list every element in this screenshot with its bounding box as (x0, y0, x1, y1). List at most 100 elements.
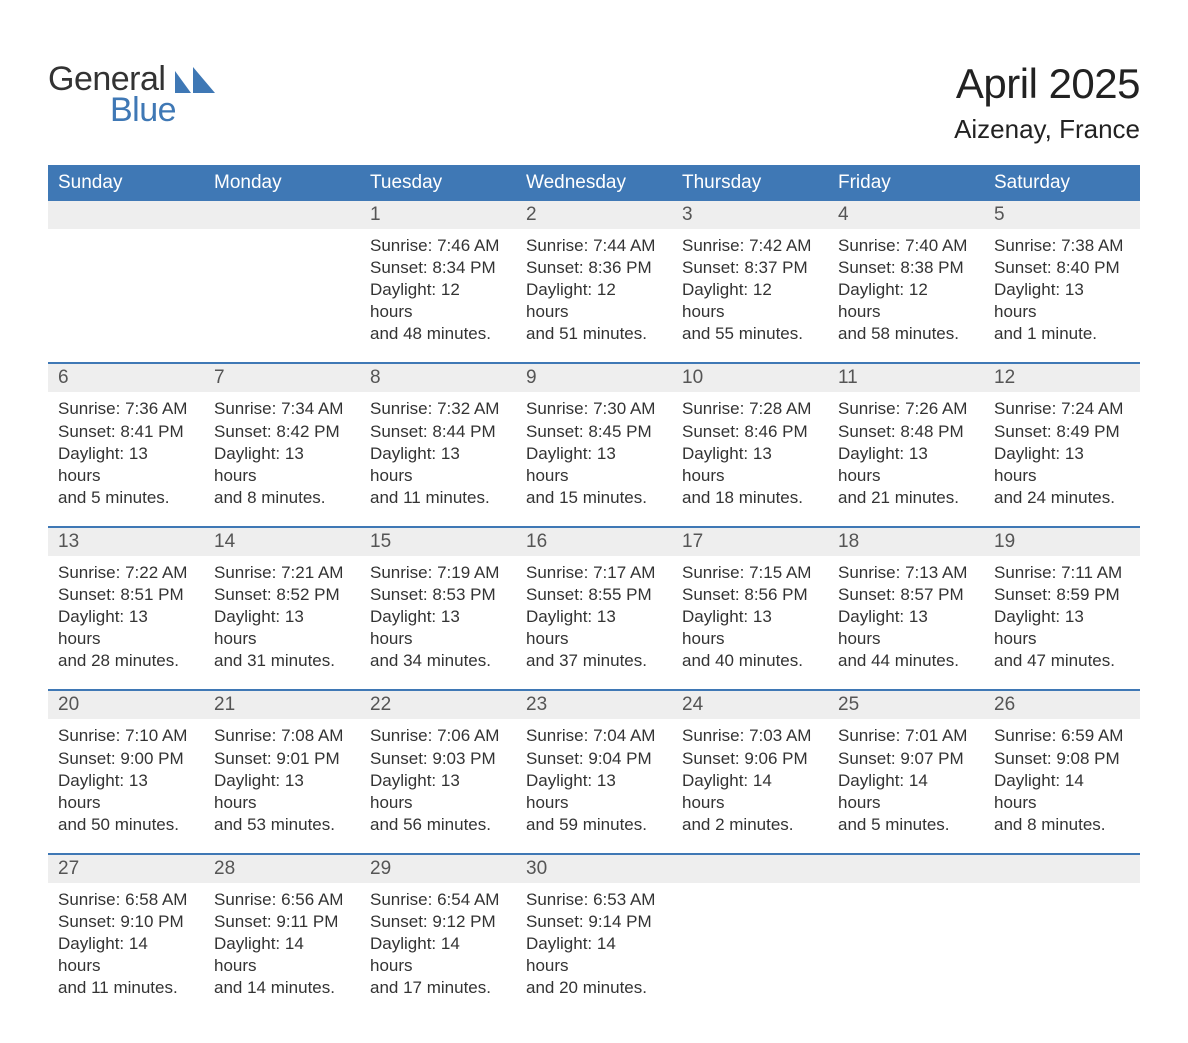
day-content-line: Sunrise: 7:38 AM (994, 235, 1130, 257)
day-content-line: Sunrise: 7:01 AM (838, 725, 974, 747)
day-number-row: 12345 (48, 201, 1140, 229)
day-number-cell: 5 (984, 201, 1140, 229)
day-content-cell (984, 883, 1140, 1003)
calendar-table: SundayMondayTuesdayWednesdayThursdayFrid… (48, 165, 1140, 1003)
day-content-cell: Sunrise: 7:10 AMSunset: 9:00 PMDaylight:… (48, 719, 204, 839)
day-content-line: Sunset: 8:49 PM (994, 421, 1130, 443)
day-content-line: and 15 minutes. (526, 487, 662, 509)
day-number-cell: 4 (828, 201, 984, 229)
day-content-cell: Sunrise: 7:28 AMSunset: 8:46 PMDaylight:… (672, 392, 828, 512)
day-content-line: Sunrise: 7:15 AM (682, 562, 818, 584)
day-content-line: Daylight: 12 hours (370, 279, 506, 323)
day-number-cell: 12 (984, 364, 1140, 392)
day-content-line: Sunrise: 7:28 AM (682, 398, 818, 420)
day-content-line: Sunrise: 6:56 AM (214, 889, 350, 911)
day-content-line: Sunset: 8:44 PM (370, 421, 506, 443)
day-content-line: Sunrise: 7:30 AM (526, 398, 662, 420)
day-content-line: Daylight: 13 hours (994, 606, 1130, 650)
day-content-line: Daylight: 14 hours (994, 770, 1130, 814)
day-content-line: and 59 minutes. (526, 814, 662, 836)
day-content-line: Sunset: 8:38 PM (838, 257, 974, 279)
day-content-line: Sunset: 8:56 PM (682, 584, 818, 606)
day-content-line: Sunrise: 7:46 AM (370, 235, 506, 257)
day-content-line: and 20 minutes. (526, 977, 662, 999)
day-content-line: Daylight: 14 hours (58, 933, 194, 977)
day-content-cell: Sunrise: 7:08 AMSunset: 9:01 PMDaylight:… (204, 719, 360, 839)
day-content-line: Sunset: 9:00 PM (58, 748, 194, 770)
day-content-cell: Sunrise: 7:13 AMSunset: 8:57 PMDaylight:… (828, 556, 984, 676)
day-number-cell: 19 (984, 528, 1140, 556)
day-number-cell: 17 (672, 528, 828, 556)
day-content-line: Sunset: 8:42 PM (214, 421, 350, 443)
day-number-cell: 30 (516, 855, 672, 883)
day-content-line: Daylight: 12 hours (682, 279, 818, 323)
day-content-line: Sunrise: 7:03 AM (682, 725, 818, 747)
day-content-line: Sunset: 9:07 PM (838, 748, 974, 770)
day-content-cell: Sunrise: 7:15 AMSunset: 8:56 PMDaylight:… (672, 556, 828, 676)
day-content-line: and 50 minutes. (58, 814, 194, 836)
day-content-line: Sunset: 9:03 PM (370, 748, 506, 770)
day-number-cell: 29 (360, 855, 516, 883)
day-content-line: Sunrise: 7:36 AM (58, 398, 194, 420)
day-content-line: and 5 minutes. (838, 814, 974, 836)
day-content-line: Sunrise: 7:21 AM (214, 562, 350, 584)
day-content-line: Daylight: 13 hours (838, 606, 974, 650)
day-content-line: Daylight: 13 hours (370, 770, 506, 814)
day-content-line: Sunset: 9:06 PM (682, 748, 818, 770)
day-content-line: Sunrise: 6:59 AM (994, 725, 1130, 747)
day-content-line: Daylight: 13 hours (526, 443, 662, 487)
day-content-line: and 40 minutes. (682, 650, 818, 672)
day-content-line: Daylight: 13 hours (58, 443, 194, 487)
day-content-row: Sunrise: 7:36 AMSunset: 8:41 PMDaylight:… (48, 392, 1140, 512)
day-content-line: and 2 minutes. (682, 814, 818, 836)
brand-logo: General Blue (48, 60, 215, 130)
day-content-cell: Sunrise: 7:46 AMSunset: 8:34 PMDaylight:… (360, 229, 516, 349)
day-number-cell: 27 (48, 855, 204, 883)
day-content-line: Sunset: 8:53 PM (370, 584, 506, 606)
day-number-cell: 26 (984, 691, 1140, 719)
week-spacer (48, 840, 1140, 854)
day-content-line: Sunrise: 6:58 AM (58, 889, 194, 911)
day-content-line: Sunset: 9:10 PM (58, 911, 194, 933)
week-spacer (48, 676, 1140, 690)
day-content-line: and 44 minutes. (838, 650, 974, 672)
day-content-line: Sunrise: 7:34 AM (214, 398, 350, 420)
day-content-line: and 37 minutes. (526, 650, 662, 672)
day-number-cell (984, 855, 1140, 883)
day-number-cell: 13 (48, 528, 204, 556)
day-content-cell: Sunrise: 7:36 AMSunset: 8:41 PMDaylight:… (48, 392, 204, 512)
day-number-cell: 22 (360, 691, 516, 719)
day-number-cell: 15 (360, 528, 516, 556)
day-content-line: Sunset: 9:14 PM (526, 911, 662, 933)
day-content-line: Sunrise: 7:08 AM (214, 725, 350, 747)
day-number-row: 20212223242526 (48, 691, 1140, 719)
day-content-line: and 8 minutes. (214, 487, 350, 509)
day-content-cell: Sunrise: 7:34 AMSunset: 8:42 PMDaylight:… (204, 392, 360, 512)
day-number-cell: 16 (516, 528, 672, 556)
day-content-line: Sunrise: 7:04 AM (526, 725, 662, 747)
day-number-cell (48, 201, 204, 229)
day-content-cell: Sunrise: 6:58 AMSunset: 9:10 PMDaylight:… (48, 883, 204, 1003)
day-content-cell: Sunrise: 7:06 AMSunset: 9:03 PMDaylight:… (360, 719, 516, 839)
day-content-cell: Sunrise: 7:21 AMSunset: 8:52 PMDaylight:… (204, 556, 360, 676)
day-number-cell: 28 (204, 855, 360, 883)
day-content-line: Daylight: 13 hours (370, 443, 506, 487)
day-content-cell: Sunrise: 7:03 AMSunset: 9:06 PMDaylight:… (672, 719, 828, 839)
day-content-cell: Sunrise: 6:59 AMSunset: 9:08 PMDaylight:… (984, 719, 1140, 839)
day-content-line: and 8 minutes. (994, 814, 1130, 836)
day-content-line: Sunset: 8:52 PM (214, 584, 350, 606)
day-content-line: Sunrise: 7:13 AM (838, 562, 974, 584)
day-content-cell: Sunrise: 7:11 AMSunset: 8:59 PMDaylight:… (984, 556, 1140, 676)
day-content-line: Sunset: 9:04 PM (526, 748, 662, 770)
day-content-line: Sunset: 8:46 PM (682, 421, 818, 443)
day-content-line: Daylight: 13 hours (214, 606, 350, 650)
day-content-cell (828, 883, 984, 1003)
day-content-line: Sunrise: 7:42 AM (682, 235, 818, 257)
day-number-cell: 20 (48, 691, 204, 719)
day-number-cell: 9 (516, 364, 672, 392)
day-content-cell: Sunrise: 7:19 AMSunset: 8:53 PMDaylight:… (360, 556, 516, 676)
day-content-line: Daylight: 13 hours (58, 606, 194, 650)
day-content-line: Daylight: 14 hours (370, 933, 506, 977)
day-content-line: Sunset: 9:12 PM (370, 911, 506, 933)
day-content-line: Sunrise: 7:22 AM (58, 562, 194, 584)
